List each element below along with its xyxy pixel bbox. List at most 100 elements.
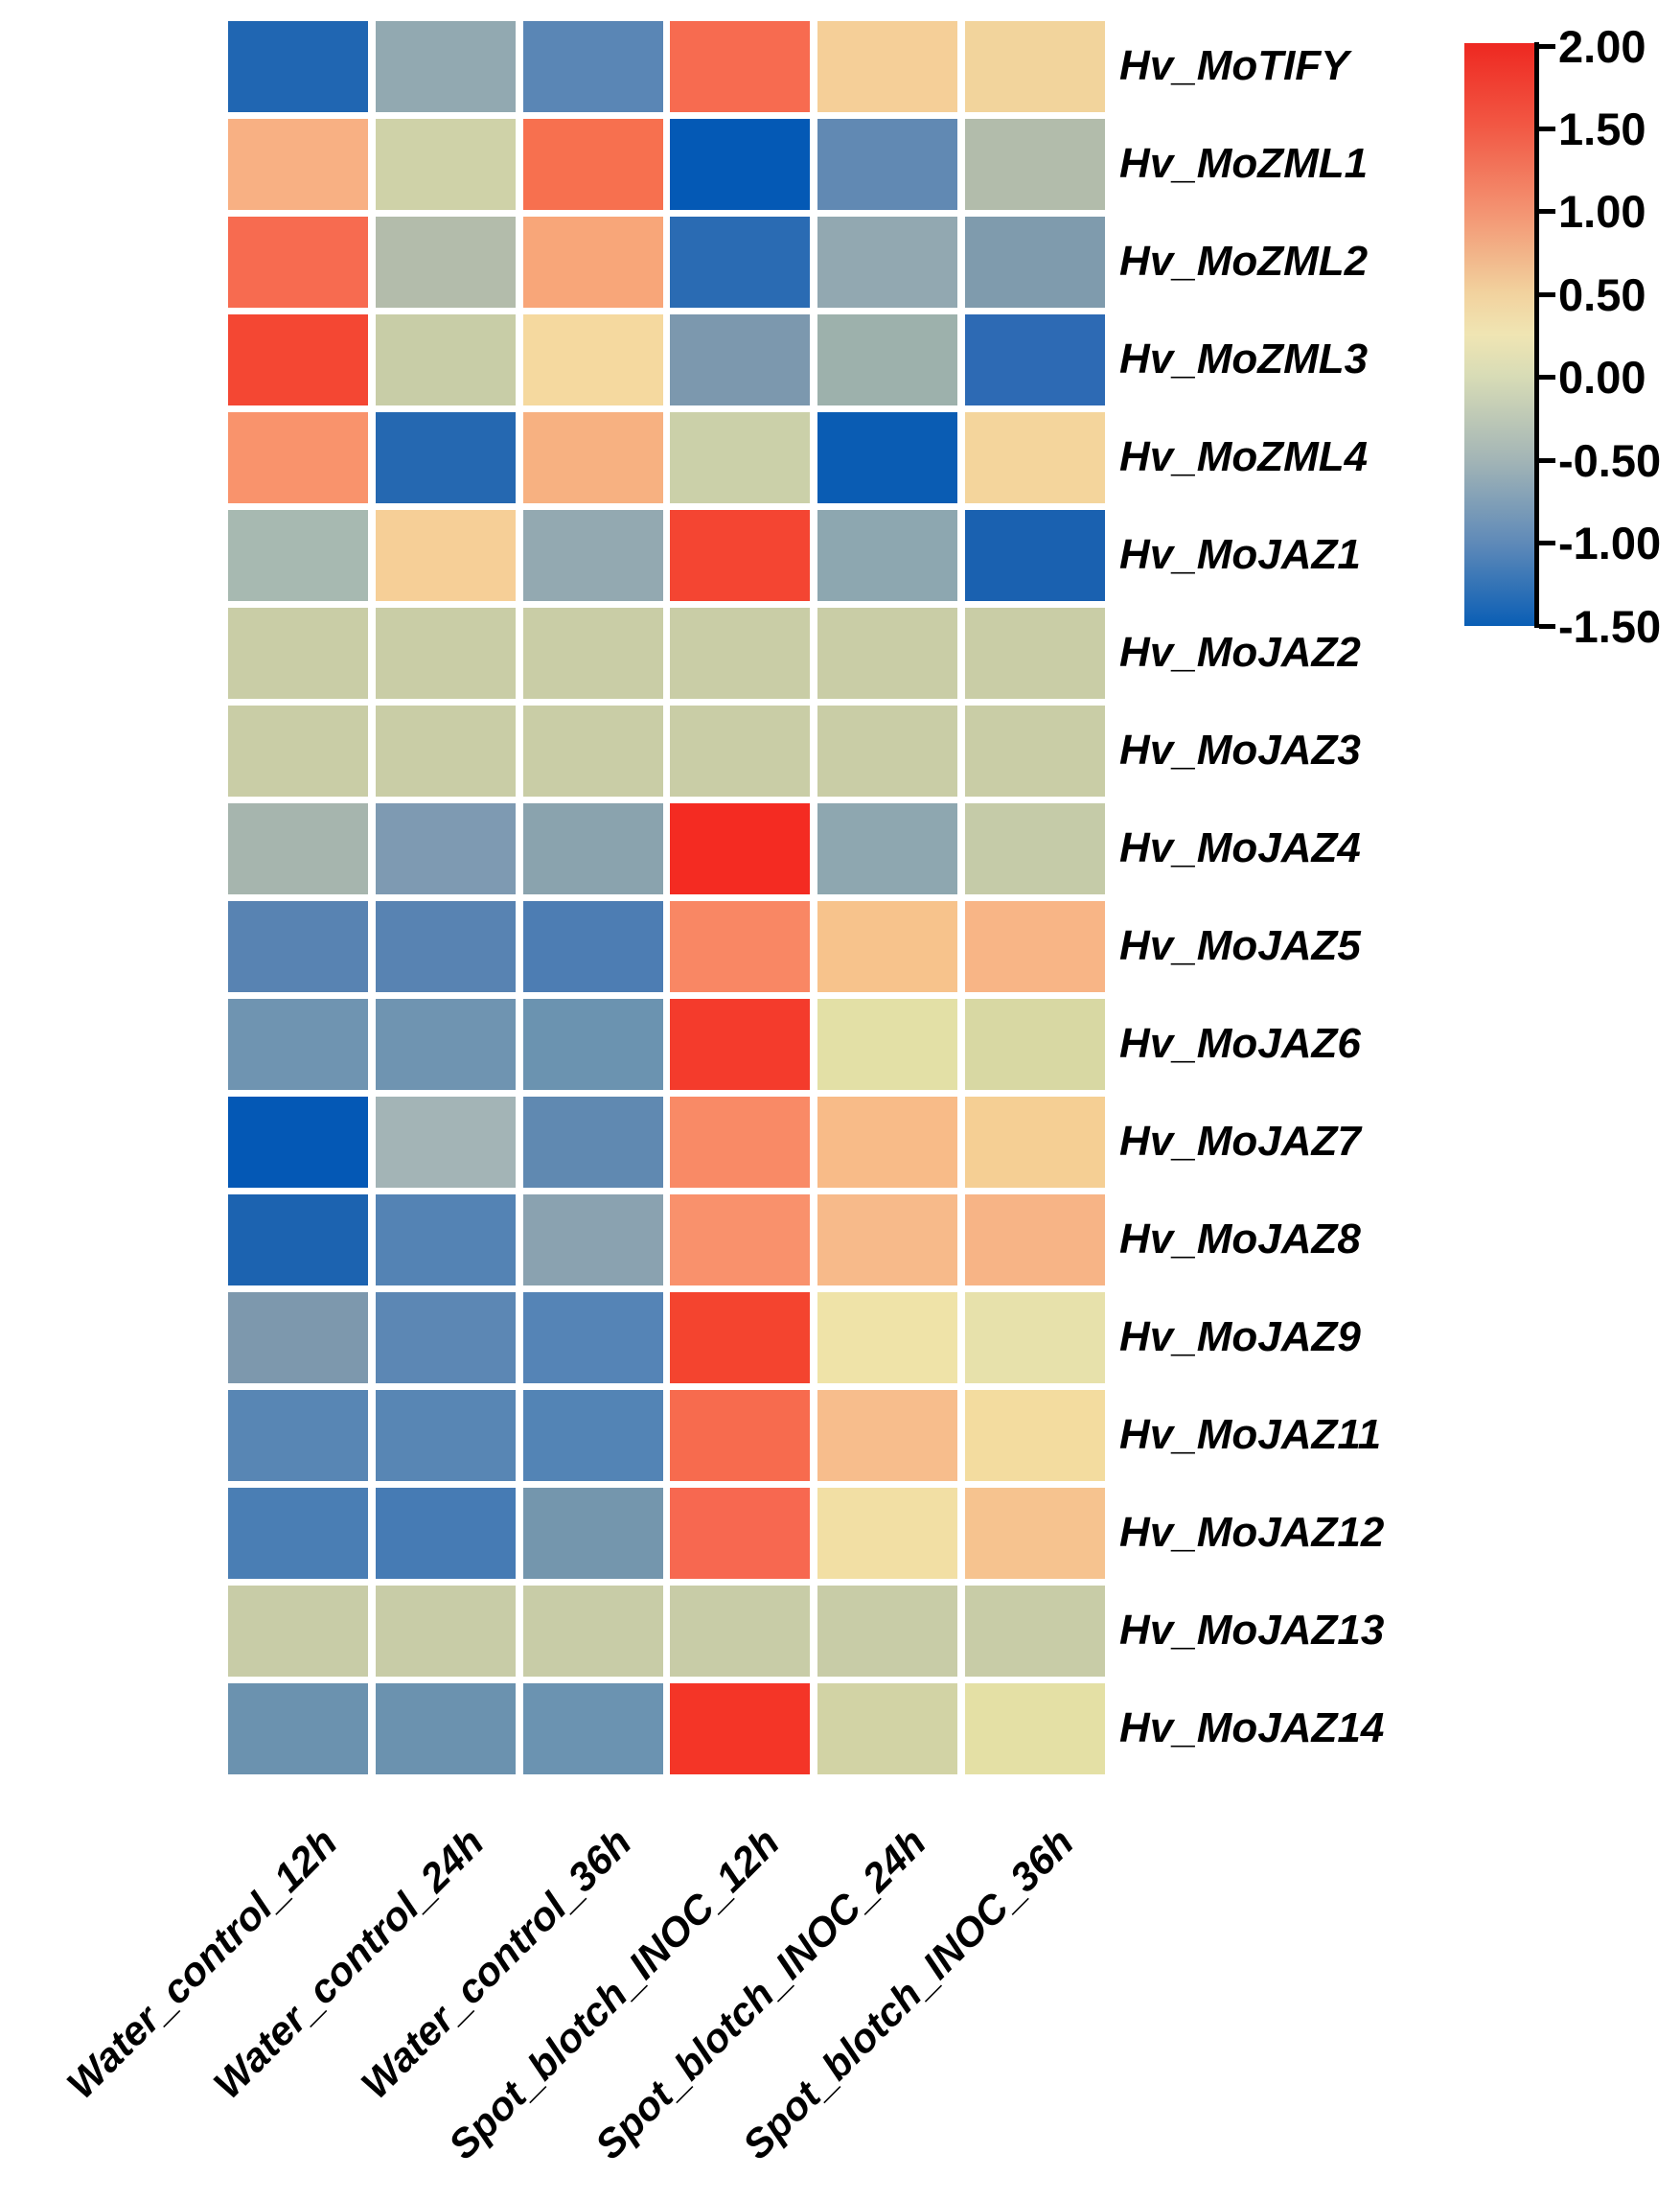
column-label: Water_control_36h [352,1819,640,2108]
colorbar-gradient [1464,43,1539,626]
row-label: Hv_MoJAZ9 [1119,1313,1361,1360]
heatmap-cell [670,1488,811,1579]
heatmap-cell [670,217,811,308]
heatmap-cell [965,1194,1105,1285]
heatmap-cell [965,510,1105,601]
row-label: Hv_MoJAZ4 [1119,824,1361,871]
heatmap-cell [375,901,516,992]
colorbar-tick [1539,375,1555,381]
heatmap-cell [375,1586,516,1677]
heatmap-cell [375,217,516,308]
heatmap-cell [228,1292,368,1383]
heatmap-cell [228,1586,368,1677]
heatmap-cell [228,217,368,308]
heatmap-cell [817,1292,958,1383]
heatmap-cell [670,803,811,894]
heatmap-cell [670,21,811,112]
heatmap-cell [965,217,1105,308]
column-label: Water_control_24h [204,1819,494,2108]
row-label: Hv_MoZML1 [1119,140,1369,187]
colorbar-tick [1539,209,1555,215]
heatmap-cell [670,1586,811,1677]
colorbar-tick-label: 1.00 [1558,186,1646,238]
heatmap-cell [375,1097,516,1188]
heatmap-cell [375,1390,516,1481]
heatmap-cell [817,1488,958,1579]
heatmap-cell [817,21,958,112]
colorbar-tick-label: -1.50 [1558,600,1662,652]
heatmap-cell [228,803,368,894]
heatmap-cell [817,901,958,992]
colorbar-tick [1539,291,1555,297]
row-label: Hv_MoJAZ7 [1119,1118,1361,1165]
heatmap-cell [228,1097,368,1188]
heatmap-cell [522,803,663,894]
heatmap-cell [817,706,958,797]
heatmap-cell [228,314,368,405]
colorbar-tick-label: 2.00 [1558,20,1646,72]
heatmap-cell [817,1586,958,1677]
colorbar-tick [1539,457,1555,463]
heatmap-cell [965,412,1105,503]
row-label: Hv_MoJAZ1 [1119,531,1361,578]
heatmap-cell [670,510,811,601]
heatmap-cell [965,1390,1105,1481]
heatmap-cell [375,999,516,1090]
row-label: Hv_MoZML4 [1119,433,1369,480]
heatmap-cell [375,706,516,797]
row-label: Hv_MoZML3 [1119,336,1369,382]
heatmap-cell [522,1488,663,1579]
column-label: Water_control_12h [58,1819,346,2108]
heatmap-cell [228,1194,368,1285]
heatmap-cell [965,21,1105,112]
colorbar-tick-label: -0.50 [1558,434,1662,486]
heatmap-cell [817,412,958,503]
row-label: Hv_MoJAZ3 [1119,727,1361,774]
heatmap-cell [522,412,663,503]
row-label: Hv_MoJAZ11 [1119,1411,1382,1458]
heatmap-cell [965,1488,1105,1579]
row-label: Hv_MoJAZ2 [1119,629,1361,676]
heatmap-cell [375,608,516,699]
colorbar-tick [1539,623,1555,629]
heatmap-cell [522,1586,663,1677]
colorbar-tick-label: 1.50 [1558,103,1646,154]
colorbar-tick [1539,43,1555,49]
heatmap-cell [817,510,958,601]
heatmap-cell [522,217,663,308]
heatmap-cell [228,608,368,699]
heatmap-cell [522,999,663,1090]
heatmap-cell [670,999,811,1090]
row-label: Hv_MoZML2 [1119,238,1369,285]
heatmap-cell [375,119,516,210]
heatmap-cell [670,901,811,992]
heatmap-cell [375,1194,516,1285]
heatmap-cell [817,608,958,699]
row-label: Hv_MoJAZ6 [1119,1020,1361,1067]
heatmap-cell [522,1097,663,1188]
heatmap-cell [965,706,1105,797]
heatmap-cell [522,901,663,992]
heatmap-cell [375,412,516,503]
heatmap-cell [522,21,663,112]
heatmap-cell [228,412,368,503]
heatmap-cell [817,1194,958,1285]
heatmap-cell [670,608,811,699]
colorbar-tick [1539,541,1555,546]
heatmap-cell [522,1390,663,1481]
heatmap-cell [375,21,516,112]
heatmap-cell [522,314,663,405]
heatmap-cell [375,1292,516,1383]
heatmap-cell [965,1586,1105,1677]
colorbar-tick [1539,126,1555,131]
heatmap-cell [375,803,516,894]
heatmap-cell [817,1097,958,1188]
heatmap-cell [817,1390,958,1481]
heatmap-cell [965,1683,1105,1774]
colorbar-tick-label: 0.50 [1558,268,1646,320]
row-label: Hv_MoJAZ5 [1119,922,1361,969]
colorbar-tick-label: 0.00 [1558,352,1646,404]
heatmap-cell [817,999,958,1090]
heatmap-cell [965,314,1105,405]
